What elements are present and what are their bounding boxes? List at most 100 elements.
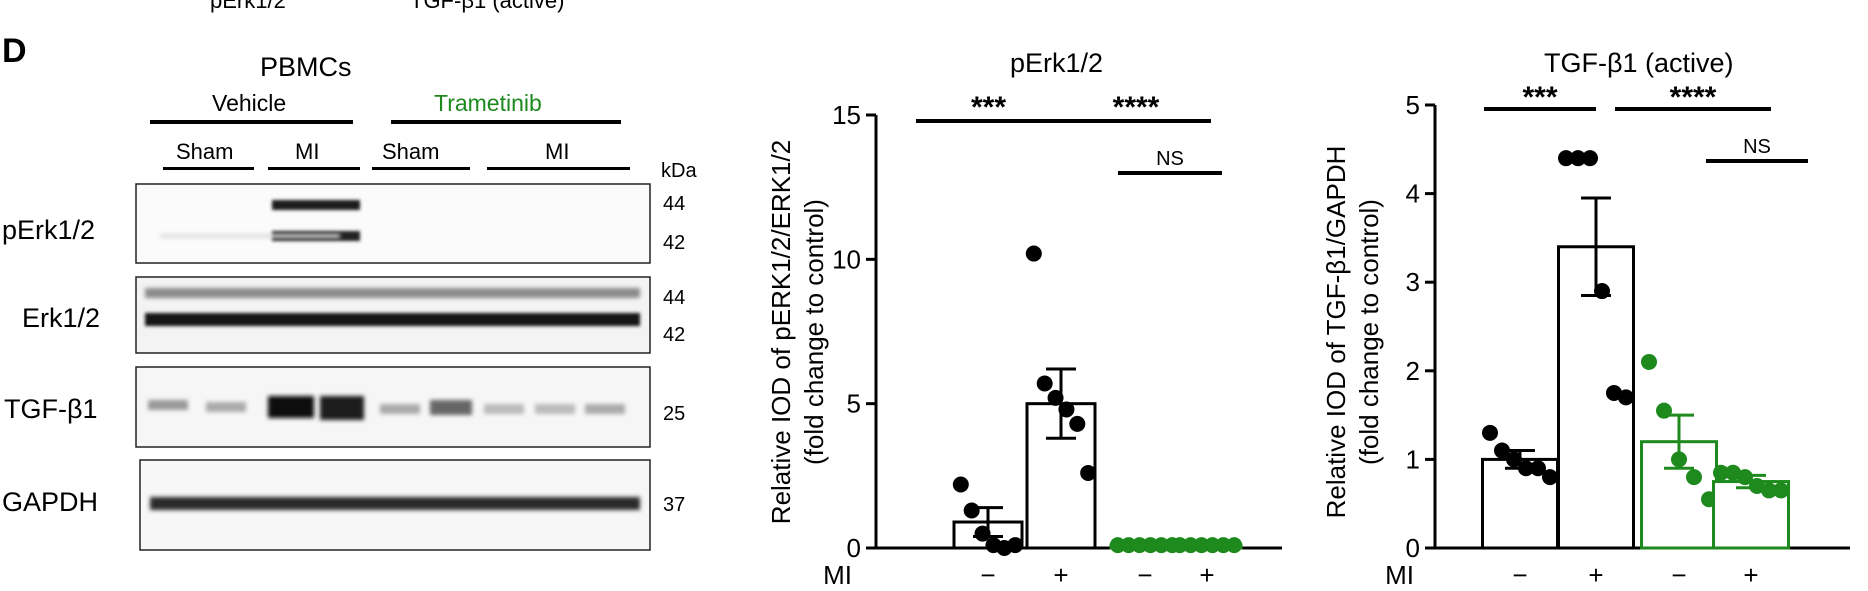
blot-images bbox=[135, 183, 651, 551]
data-point bbox=[1773, 482, 1789, 499]
blot-erk bbox=[135, 276, 651, 354]
data-point bbox=[1582, 150, 1598, 167]
data-point bbox=[1530, 460, 1546, 477]
y-tick-label: 5 bbox=[1406, 90, 1420, 120]
chart1-title: pErk1/2 bbox=[1010, 48, 1104, 78]
y-tick-label: 15 bbox=[832, 100, 861, 130]
significance-label: NS bbox=[1156, 148, 1184, 170]
y-tick-label: 0 bbox=[847, 533, 861, 563]
group-trametinib-bar bbox=[391, 120, 621, 124]
x-category-label: − bbox=[1671, 560, 1686, 590]
data-point bbox=[1506, 451, 1522, 468]
data-point bbox=[1542, 469, 1558, 486]
blot-row-label-tgfb1: TGF-β1 bbox=[4, 394, 98, 424]
significance-label: **** bbox=[1113, 91, 1160, 124]
chart2-title: TGF-β1 (active) bbox=[1544, 48, 1734, 78]
mw-marker-gapdh-37: 37 bbox=[663, 494, 686, 516]
y-tick-label: 5 bbox=[847, 389, 861, 419]
data-point bbox=[1558, 150, 1574, 167]
data-point bbox=[1737, 469, 1753, 486]
y-tick-label: 1 bbox=[1406, 444, 1420, 474]
western-blot-panel: PBMCs Vehicle Trametinib Sham MI Sham MI… bbox=[0, 0, 700, 591]
y-axis-label: Relative IOD of TGF-β1/GAPDH (fold change… bbox=[1321, 146, 1384, 519]
x-category-label: + bbox=[1199, 560, 1214, 590]
data-point bbox=[1749, 477, 1765, 494]
cell-type-label: PBMCs bbox=[260, 52, 352, 82]
data-point bbox=[1686, 469, 1702, 486]
y-axis-label-line: Relative IOD of TGF-β1/GAPDH bbox=[1321, 146, 1351, 519]
mw-marker-erk-44: 44 bbox=[663, 287, 686, 309]
group-vehicle-label: Vehicle bbox=[212, 90, 287, 116]
x-category-label: + bbox=[1053, 560, 1068, 590]
data-point bbox=[952, 476, 969, 493]
mi-row-label: MI bbox=[823, 560, 852, 590]
y-axis-label-line: Relative IOD of pERK1/2/ERK1/2 bbox=[766, 140, 796, 524]
mw-marker-perk-44: 44 bbox=[663, 193, 686, 215]
mw-marker-perk-42: 42 bbox=[663, 232, 686, 254]
panel-label: D bbox=[2, 32, 27, 70]
sham-label-1: Sham bbox=[176, 139, 234, 164]
x-category-label: + bbox=[1588, 560, 1603, 590]
y-tick-label: 4 bbox=[1406, 179, 1420, 209]
blot-row-label-gapdh: GAPDH bbox=[2, 487, 99, 517]
data-point bbox=[1494, 442, 1510, 459]
data-point bbox=[1007, 537, 1024, 554]
significance-label: *** bbox=[971, 91, 1006, 124]
data-point bbox=[1594, 283, 1610, 300]
sham-bar-1 bbox=[163, 167, 254, 170]
data-point bbox=[1518, 460, 1534, 477]
blot-perk bbox=[135, 183, 651, 264]
data-point bbox=[1641, 353, 1657, 370]
x-category-label: − bbox=[1512, 560, 1527, 590]
significance-label: NS bbox=[1743, 136, 1771, 158]
significance-label: **** bbox=[1670, 81, 1717, 114]
top-cut-label-left: pErk1/2 bbox=[210, 0, 286, 13]
data-point bbox=[1656, 402, 1672, 419]
significance-label: *** bbox=[1522, 81, 1557, 114]
top-cut-label-right: TGF-β1 (active) bbox=[410, 0, 565, 13]
data-point bbox=[1025, 245, 1042, 262]
y-tick-label: 0 bbox=[1406, 533, 1420, 563]
data-point bbox=[1069, 415, 1086, 432]
data-point bbox=[1570, 150, 1586, 167]
mi-row-label: MI bbox=[1385, 560, 1414, 590]
sham-bar-2 bbox=[372, 167, 470, 170]
data-point bbox=[1725, 464, 1741, 481]
data-point bbox=[963, 502, 980, 519]
blot-row-label-erk: Erk1/2 bbox=[22, 303, 101, 333]
mw-marker-tgfb1-25: 25 bbox=[663, 403, 686, 425]
kda-label: kDa bbox=[661, 160, 697, 182]
blot-tgfb1 bbox=[135, 366, 651, 448]
group-trametinib-label: Trametinib bbox=[434, 90, 542, 116]
y-axis-label-line: (fold change to control) bbox=[1354, 199, 1384, 465]
data-point bbox=[1618, 389, 1634, 406]
data-point bbox=[1058, 401, 1075, 418]
data-point bbox=[1226, 537, 1243, 554]
data-point bbox=[974, 525, 991, 542]
mi-label-1: MI bbox=[295, 139, 320, 164]
x-category-label: − bbox=[980, 560, 995, 590]
y-axis-label-line: (fold change to control) bbox=[799, 199, 829, 465]
y-tick-label: 10 bbox=[832, 244, 861, 274]
group-vehicle-bar bbox=[150, 120, 353, 124]
data-point bbox=[1036, 375, 1053, 392]
mi-label-2: MI bbox=[545, 139, 570, 164]
sham-label-2: Sham bbox=[382, 139, 440, 164]
mw-marker-erk-42: 42 bbox=[663, 324, 686, 346]
mi-bar-2 bbox=[487, 167, 630, 170]
x-category-label: + bbox=[1743, 560, 1758, 590]
data-point bbox=[1047, 389, 1064, 406]
data-point bbox=[1761, 482, 1777, 499]
y-tick-label: 2 bbox=[1406, 356, 1420, 386]
y-axis-label: Relative IOD of pERK1/2/ERK1/2 (fold chan… bbox=[766, 140, 829, 524]
blot-row-label-perk: pErk1/2 bbox=[2, 215, 96, 245]
y-tick-label: 3 bbox=[1406, 267, 1420, 297]
blot-gapdh bbox=[139, 459, 651, 551]
data-point bbox=[1482, 424, 1498, 441]
data-point bbox=[1671, 451, 1687, 468]
x-category-label: − bbox=[1137, 560, 1152, 590]
data-point bbox=[1713, 464, 1729, 481]
data-point bbox=[1606, 384, 1622, 401]
